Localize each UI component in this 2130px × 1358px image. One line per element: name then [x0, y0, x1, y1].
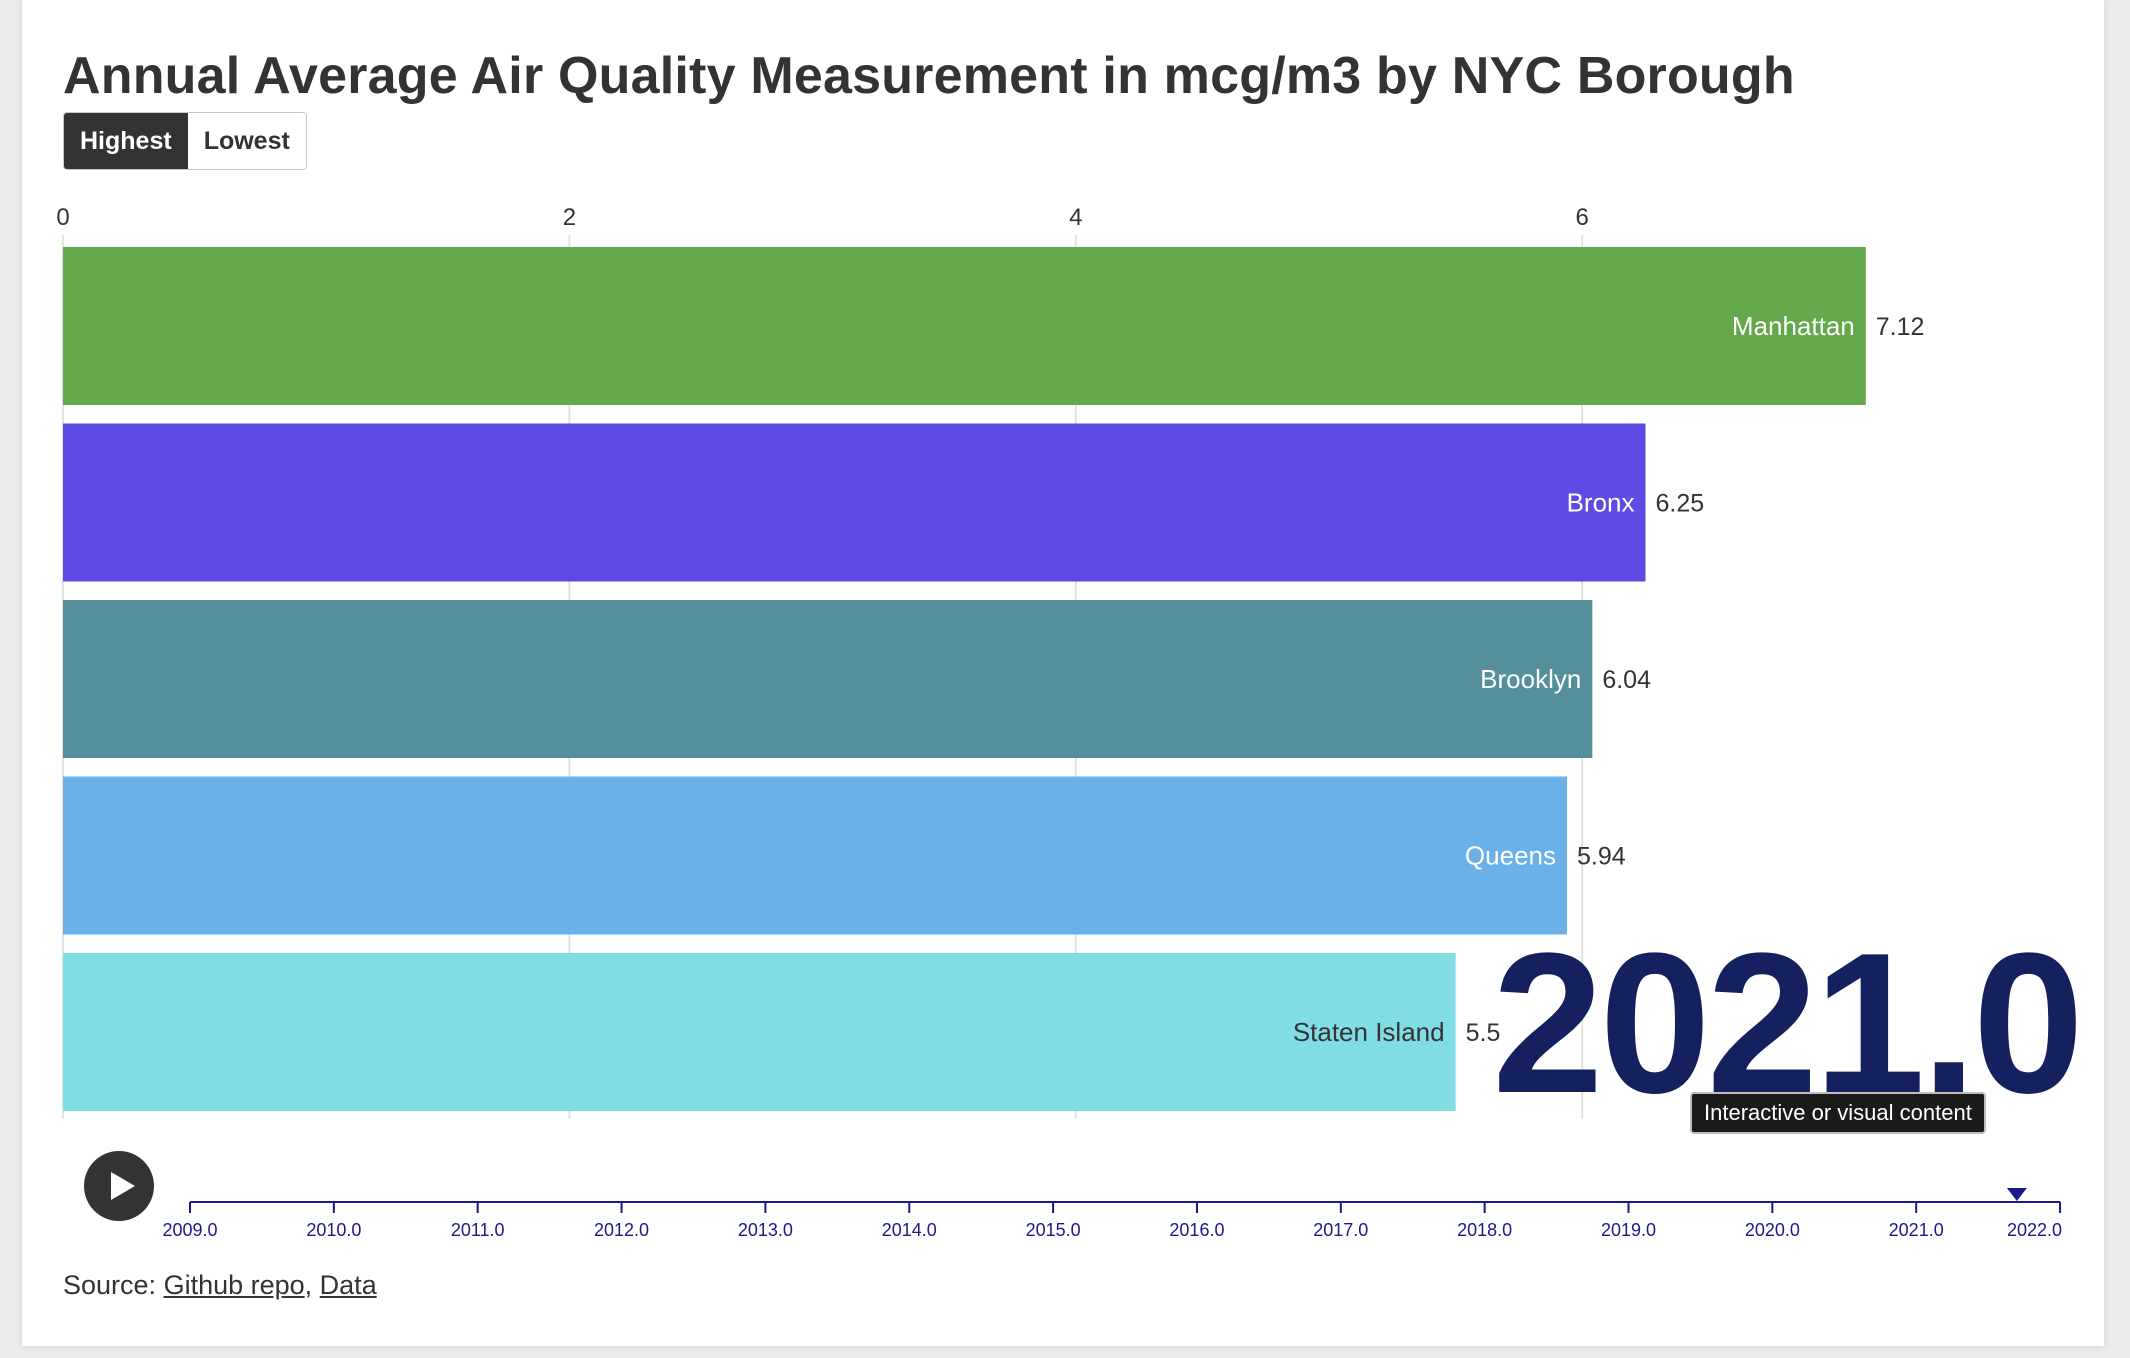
bar-manhattan — [63, 247, 1866, 405]
highest-button[interactable]: Highest — [64, 113, 188, 169]
bar-value-label: 5.94 — [1577, 843, 1626, 871]
timeline-tick-label: 2014.0 — [882, 1220, 937, 1240]
bar-value-label: 7.12 — [1876, 313, 1925, 341]
play-button[interactable] — [84, 1151, 154, 1221]
bar-brooklyn — [63, 600, 1593, 758]
timeline-tick-label: 2021.0 — [1889, 1220, 1944, 1240]
tooltip: Interactive or visual content — [1690, 1092, 1986, 1134]
timeline-tick-label: 2016.0 — [1169, 1220, 1224, 1240]
timeline-tick-label: 2017.0 — [1313, 1220, 1368, 1240]
timeline-tick-label: 2018.0 — [1457, 1220, 1512, 1240]
chart-title: Annual Average Air Quality Measurement i… — [63, 47, 1795, 105]
source-note: Source: Github repo, Data — [63, 1270, 377, 1301]
bar-category-label: Bronx — [1567, 488, 1635, 518]
source-separator: , — [304, 1270, 320, 1300]
bar-chart: 0 2 4 6 2021.0 Manhattan 7.12 Bronx 6.25 Brooklyn… — [56, 204, 2084, 1240]
timeline-tick-label: 2011.0 — [451, 1220, 505, 1240]
data-link[interactable]: Data — [319, 1270, 377, 1300]
timeline-tick-label: 2020.0 — [1745, 1220, 1800, 1240]
bar-staten-island — [63, 953, 1456, 1111]
chart-card: Annual Average Air Quality Measurement i… — [22, 0, 2104, 1346]
timeline-marker[interactable] — [2006, 1188, 2027, 1201]
bar-category-label: Queens — [1465, 841, 1556, 871]
timeline-tick-label: 2015.0 — [1026, 1220, 1081, 1240]
bar-value-label: 6.04 — [1602, 666, 1651, 694]
x-tick-label: 2 — [563, 204, 576, 231]
timeline-tick-label: 2019.0 — [1601, 1220, 1656, 1240]
x-tick-label: 4 — [1069, 204, 1082, 231]
timeline-tick-label: 2013.0 — [738, 1220, 793, 1240]
timeline-tick-label: 2022.0 — [2007, 1220, 2062, 1240]
lowest-button[interactable]: Lowest — [187, 113, 306, 169]
bar-bronx — [63, 423, 1646, 582]
timeline-tick-label: 2010.0 — [306, 1220, 361, 1240]
bar-category-label: Staten Island — [1293, 1017, 1445, 1047]
github-repo-link[interactable]: Github repo — [163, 1270, 305, 1300]
timeline-tick-label: 2012.0 — [594, 1220, 649, 1240]
bar-value-label: 5.5 — [1466, 1019, 1501, 1047]
timeline-tick-label: 2009.0 — [162, 1220, 217, 1240]
bar-category-label: Manhattan — [1732, 311, 1855, 341]
x-tick-label: 6 — [1576, 204, 1589, 231]
source-prefix: Source: — [63, 1270, 164, 1300]
sort-toggle: Highest Lowest — [63, 112, 307, 170]
bar-category-label: Brooklyn — [1480, 664, 1581, 694]
bar-queens — [63, 776, 1568, 935]
bar-value-label: 6.25 — [1656, 490, 1705, 518]
x-tick-label: 0 — [56, 204, 69, 231]
